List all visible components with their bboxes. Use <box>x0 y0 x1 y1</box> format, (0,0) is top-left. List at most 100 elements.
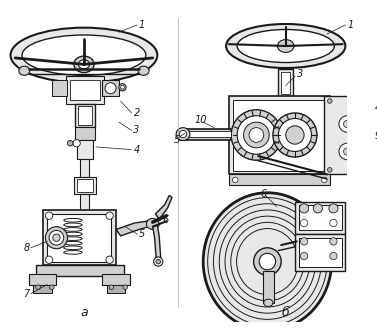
Ellipse shape <box>123 285 127 290</box>
Ellipse shape <box>119 84 126 91</box>
Ellipse shape <box>233 177 238 183</box>
Bar <box>102 275 130 285</box>
Ellipse shape <box>49 230 64 245</box>
Ellipse shape <box>109 285 114 290</box>
Bar <box>180 131 231 137</box>
Text: 9: 9 <box>375 131 377 141</box>
Ellipse shape <box>121 85 124 89</box>
Ellipse shape <box>300 252 308 260</box>
Ellipse shape <box>49 285 54 290</box>
Bar <box>74 177 96 194</box>
Ellipse shape <box>53 234 60 241</box>
Ellipse shape <box>339 116 356 132</box>
Bar <box>75 104 95 127</box>
Ellipse shape <box>339 143 356 160</box>
Ellipse shape <box>300 238 308 245</box>
Ellipse shape <box>328 99 332 103</box>
Ellipse shape <box>264 299 273 306</box>
Bar <box>80 159 89 177</box>
Polygon shape <box>153 225 161 261</box>
Ellipse shape <box>237 30 334 62</box>
Bar <box>29 275 57 285</box>
Bar <box>34 285 52 293</box>
Bar <box>52 80 66 96</box>
Text: 4: 4 <box>375 103 377 113</box>
Bar <box>281 72 290 94</box>
Ellipse shape <box>105 83 116 94</box>
Ellipse shape <box>73 139 80 147</box>
Text: 3: 3 <box>133 125 140 135</box>
Bar <box>107 285 125 293</box>
Ellipse shape <box>273 113 317 157</box>
Ellipse shape <box>330 238 337 245</box>
Ellipse shape <box>146 218 159 229</box>
Text: 5: 5 <box>139 229 145 239</box>
Ellipse shape <box>330 219 337 227</box>
Text: 10: 10 <box>194 115 207 125</box>
Ellipse shape <box>45 256 53 263</box>
Bar <box>324 96 370 174</box>
Bar <box>77 140 93 159</box>
Ellipse shape <box>343 148 351 155</box>
Bar <box>47 214 112 261</box>
Ellipse shape <box>22 35 146 75</box>
Text: 3: 3 <box>297 70 303 79</box>
Ellipse shape <box>19 66 30 75</box>
Ellipse shape <box>74 56 94 73</box>
Bar <box>102 80 119 96</box>
Ellipse shape <box>45 227 67 249</box>
Ellipse shape <box>106 212 113 219</box>
Ellipse shape <box>299 204 309 213</box>
Ellipse shape <box>300 219 308 227</box>
Ellipse shape <box>176 128 190 140</box>
Ellipse shape <box>36 285 40 290</box>
Bar <box>80 194 89 210</box>
Ellipse shape <box>329 204 338 213</box>
Text: 2: 2 <box>133 108 140 118</box>
Ellipse shape <box>154 257 163 266</box>
Text: 7: 7 <box>23 289 30 299</box>
Ellipse shape <box>259 253 276 270</box>
Bar <box>295 234 345 271</box>
Ellipse shape <box>179 130 187 138</box>
Bar <box>229 174 330 185</box>
Ellipse shape <box>138 66 149 75</box>
Ellipse shape <box>322 177 327 183</box>
Bar <box>75 127 95 140</box>
Ellipse shape <box>277 40 294 52</box>
Ellipse shape <box>330 252 337 260</box>
Text: 5: 5 <box>174 134 180 144</box>
Bar <box>278 69 293 96</box>
Ellipse shape <box>237 116 276 154</box>
Bar <box>299 205 342 230</box>
Bar <box>43 210 116 265</box>
Text: 6: 6 <box>162 215 168 225</box>
Bar <box>229 96 330 174</box>
Ellipse shape <box>313 204 322 213</box>
Text: 1: 1 <box>347 20 354 30</box>
Ellipse shape <box>78 60 89 69</box>
Bar <box>78 106 92 125</box>
Ellipse shape <box>45 212 53 219</box>
Ellipse shape <box>156 259 161 264</box>
Bar <box>233 100 326 171</box>
Ellipse shape <box>363 99 368 103</box>
Bar <box>36 265 124 276</box>
Bar <box>77 179 93 192</box>
Text: 4: 4 <box>133 145 140 155</box>
Ellipse shape <box>278 119 311 152</box>
Text: а: а <box>80 305 88 319</box>
Ellipse shape <box>226 24 345 68</box>
Ellipse shape <box>106 256 113 263</box>
Ellipse shape <box>286 126 304 144</box>
Bar <box>180 129 231 139</box>
Ellipse shape <box>249 128 264 142</box>
Text: 6: 6 <box>260 189 266 199</box>
Ellipse shape <box>11 28 157 83</box>
Ellipse shape <box>244 122 269 148</box>
Ellipse shape <box>203 193 332 330</box>
Bar <box>66 76 104 104</box>
Ellipse shape <box>254 248 281 275</box>
Text: 8: 8 <box>23 243 30 253</box>
Text: 1: 1 <box>139 20 145 30</box>
